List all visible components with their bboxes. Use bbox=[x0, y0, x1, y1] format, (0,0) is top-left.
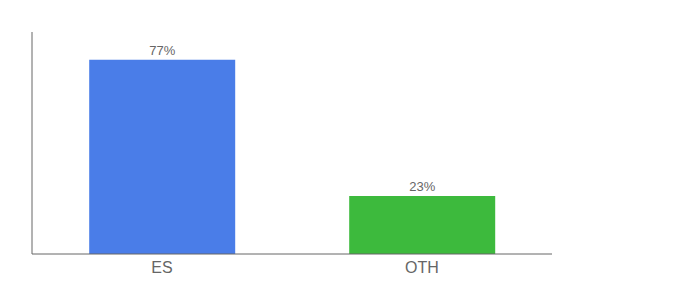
svg-text:23%: 23% bbox=[409, 179, 435, 194]
svg-text:ES: ES bbox=[151, 259, 172, 276]
svg-text:77%: 77% bbox=[149, 43, 175, 58]
svg-text:OTH: OTH bbox=[405, 259, 439, 276]
